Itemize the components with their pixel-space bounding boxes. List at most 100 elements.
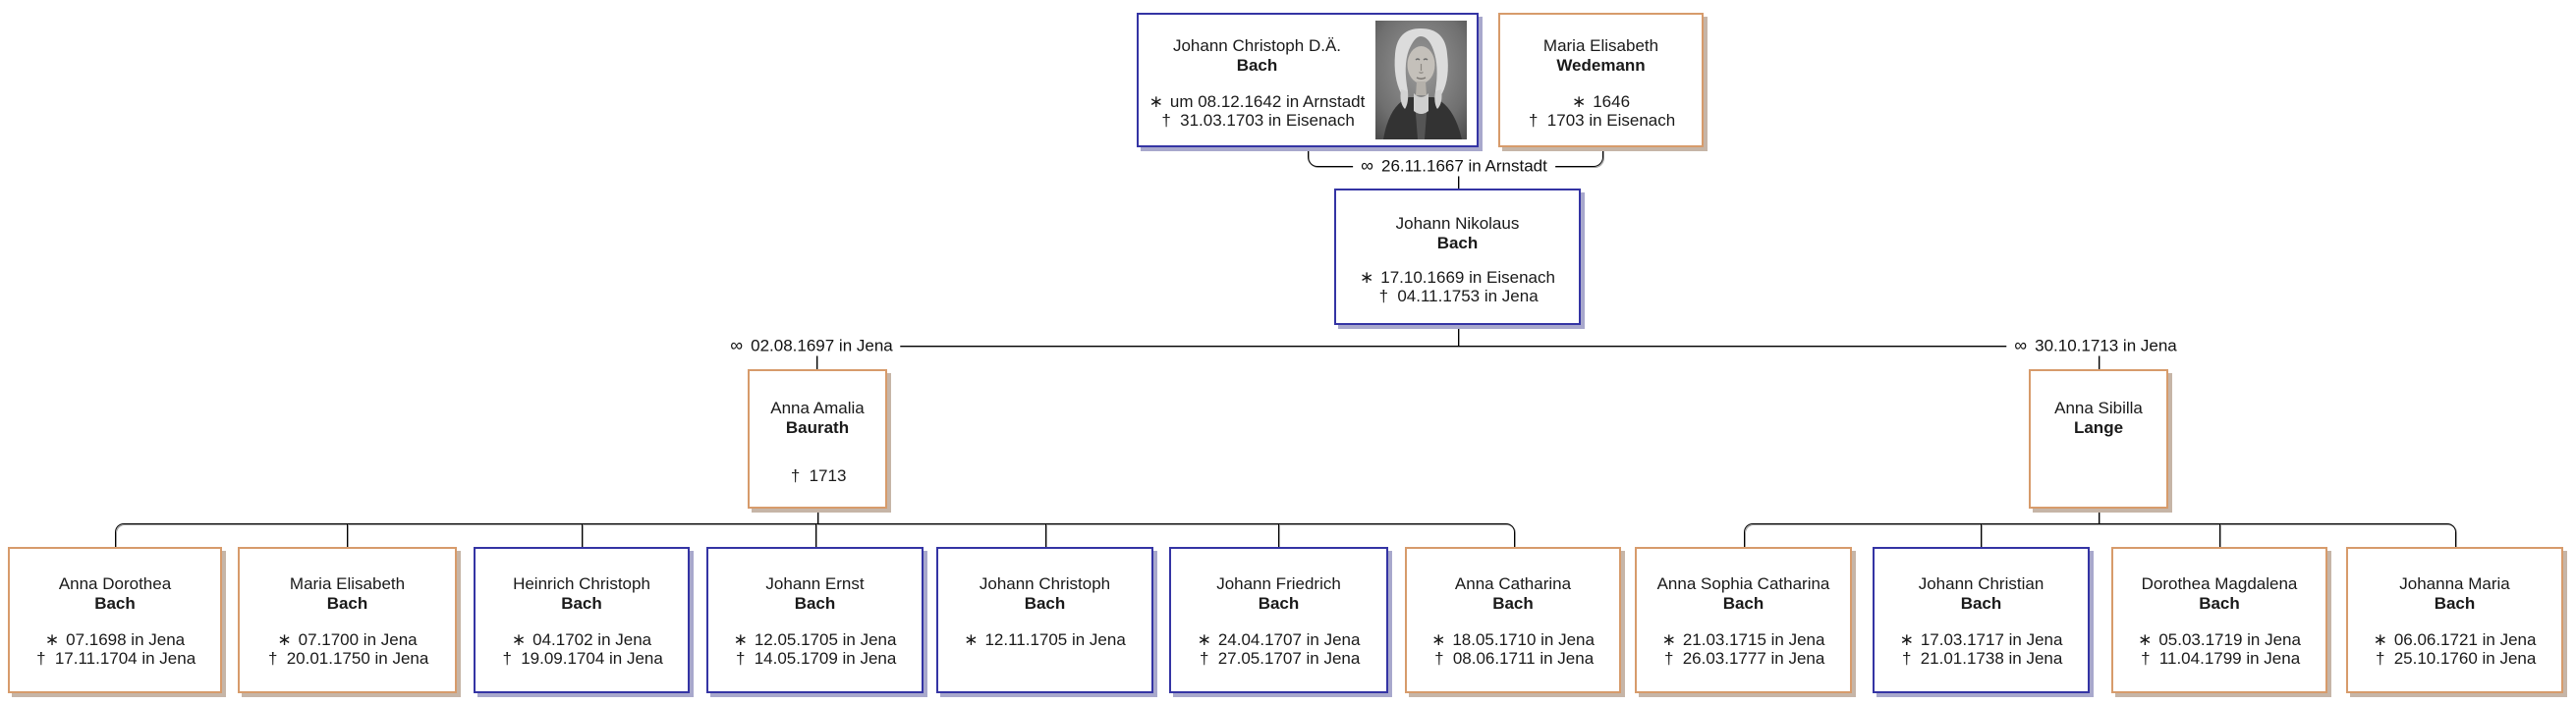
born-icon: ∗ (2138, 630, 2153, 649)
person-name: Anna Catharina Bach (1454, 574, 1572, 613)
person-dates: ∗ 18.05.1710 in Jena † 08.06.1711 in Jena (1431, 630, 1595, 668)
person-name: Maria Elisabeth Wedemann (1542, 36, 1659, 75)
marriage-icon: ∞ (2014, 335, 2028, 355)
died-icon: † (1199, 649, 1209, 668)
person-card-anna-dorothea-bach[interactable]: Anna Dorothea Bach ∗ 07.1698 in Jena † 17.1… (8, 547, 222, 693)
connector-line (1458, 325, 1459, 346)
person-card-maria-elisabeth-wedemann[interactable]: Maria Elisabeth Wedemann ∗ 1646 † 1703 in … (1498, 13, 1704, 147)
died-icon: † (1901, 649, 1912, 668)
person-card-johann-friedrich-bach[interactable]: Johann Friedrich Bach ∗ 24.04.1707 in Jena… (1169, 547, 1388, 693)
born-icon: ∗ (1899, 630, 1914, 649)
person-dates: ∗ 1646 † 1703 in Eisenach (1500, 92, 1702, 130)
marriage-icon: ∞ (1361, 155, 1373, 176)
person-card-maria-elisabeth-bach[interactable]: Maria Elisabeth Bach ∗ 07.1700 in Jena † 20… (238, 547, 457, 693)
person-card-johann-nikolaus-bach[interactable]: Johann Nikolaus Bach ∗ 17.10.1669 in Eise… (1334, 189, 1581, 325)
person-name: Anna Sophia Catharina Bach (1656, 574, 1830, 613)
connector-line (1045, 523, 1046, 547)
person-card-johanna-maria-bach[interactable]: Johanna Maria Bach ∗ 06.06.1721 in Jena † 2… (2346, 547, 2563, 693)
person-name: Heinrich Christoph Bach (513, 574, 650, 613)
connector-line (1981, 523, 1982, 547)
marriage-label-3: ∞ 30.10.1713 in Jena (2006, 335, 2185, 356)
connector-children-rail-1 (115, 523, 1515, 548)
person-card-johann-ernst-bach[interactable]: Johann Ernst Bach ∗ 12.05.1705 in Jena † 14… (706, 547, 924, 693)
connector-line (817, 509, 818, 523)
person-name: Anna Dorothea Bach (58, 574, 172, 613)
died-icon: † (1529, 111, 1539, 130)
connector-line (2219, 523, 2220, 547)
born-icon: ∗ (1148, 92, 1163, 111)
person-name: Johann Christian Bach (1918, 574, 2044, 613)
person-name: Johann Friedrich Bach (1216, 574, 1341, 613)
born-icon: ∗ (1431, 630, 1446, 649)
died-icon: † (267, 649, 278, 668)
person-name: Johann Christoph Bach (979, 574, 1111, 613)
born-icon: ∗ (2373, 630, 2387, 649)
person-card-anna-sibilla-lange[interactable]: Anna Sibilla Lange ∗ † (2029, 369, 2168, 509)
died-icon: † (1434, 649, 1444, 668)
died-icon: † (735, 649, 746, 668)
born-icon: ∗ (1661, 630, 1676, 649)
person-card-heinrich-christoph-bach[interactable]: Heinrich Christoph Bach ∗ 04.1702 in Jena … (474, 547, 690, 693)
connector-line (582, 523, 583, 547)
person-card-johann-christoph-da-bach[interactable]: Johann Christoph D.Ä. Bach ∗ um 08.12.164… (1137, 13, 1479, 147)
marriage-label-1: ∞ 26.11.1667 in Arnstadt (1353, 155, 1555, 177)
born-icon: ∗ (44, 630, 60, 649)
died-icon: † (2375, 649, 2385, 668)
died-icon: † (2141, 649, 2151, 668)
person-card-anna-catharina-bach[interactable]: Anna Catharina Bach ∗ 18.05.1710 in Jena †… (1405, 547, 1621, 693)
person-name: Johann Christoph D.Ä. Bach (1172, 36, 1342, 75)
connector-children-rail-2 (1744, 523, 2456, 548)
connector-marriage-rail (816, 346, 2099, 347)
person-name: Johann Ernst Bach (765, 574, 865, 613)
marriage-icon: ∞ (730, 335, 744, 355)
person-dates: ∗ 17.03.1717 in Jena † 21.01.1738 in Jena (1899, 630, 2063, 668)
died-icon: † (36, 649, 46, 668)
person-dates: ∗12.11.1705 in Jena † (964, 630, 1126, 649)
died-icon: † (790, 466, 801, 485)
born-icon: ∗ (511, 630, 527, 649)
connector-line (2099, 346, 2100, 369)
born-icon: ∗ (964, 630, 979, 649)
born-icon: ∗ (1360, 268, 1374, 287)
died-icon: † (1663, 649, 1674, 668)
person-dates: ∗ 07.1700 in Jena † 20.01.1750 in Jena (240, 630, 455, 668)
person-dates: ∗ 07.1698 in Jena † 17.11.1704 in Jena (10, 630, 220, 668)
born-icon: ∗ (733, 630, 748, 649)
connector-line (347, 523, 348, 547)
person-dates: ∗ 05.03.1719 in Jena † 11.04.1799 in Jena (2138, 630, 2301, 668)
died-icon: † (1161, 111, 1171, 130)
died-icon: † (1378, 287, 1389, 305)
connector-line (1458, 166, 1459, 189)
born-icon: ∗ (277, 630, 292, 649)
person-name: Maria Elisabeth Bach (289, 574, 406, 613)
died-icon: † (502, 649, 512, 668)
person-dates: ∗ 06.06.1721 in Jena † 25.10.1760 in Jena (2373, 630, 2537, 668)
person-name: Johann Nikolaus Bach (1395, 214, 1520, 252)
person-dates: ∗ 17.10.1669 in Eisenach † 04.11.1753 in J… (1360, 268, 1555, 305)
person-card-dorothea-magdalena-bach[interactable]: Dorothea Magdalena Bach ∗ 05.03.1719 in Je… (2111, 547, 2327, 693)
born-icon: ∗ (1197, 630, 1211, 649)
person-dates: ∗ 24.04.1707 in Jena † 27.05.1707 in Jena (1197, 630, 1361, 668)
person-card-johann-christian-bach[interactable]: Johann Christian Bach ∗ 17.03.1717 in Jena… (1873, 547, 2090, 693)
person-dates: ∗ † (2031, 448, 2166, 485)
marriage-label-2: ∞ 02.08.1697 in Jena (722, 335, 901, 356)
person-card-anna-sophia-catharina-bach[interactable]: Anna Sophia Catharina Bach ∗ 21.03.1715 in… (1635, 547, 1852, 693)
person-name: Dorothea Magdalena Bach (2141, 574, 2298, 613)
connector-line (2099, 509, 2100, 523)
person-card-anna-amalia-baurath[interactable]: Anna Amalia Baurath ∗ †1713 (748, 369, 887, 509)
person-card-johann-christoph-bach[interactable]: Johann Christoph Bach ∗ 12.11.1705 in Jena… (936, 547, 1153, 693)
person-name: Anna Amalia Baurath (770, 399, 865, 437)
connector-line (1278, 523, 1279, 547)
born-icon: ∗ (1571, 92, 1587, 111)
person-name: Johanna Maria Bach (2399, 574, 2510, 613)
connector-line (815, 523, 816, 547)
portrait-photo[interactable] (1375, 21, 1467, 139)
person-dates: ∗ 21.03.1715 in Jena † 26.03.1777 in Jena (1661, 630, 1825, 668)
person-name: Anna Sibilla Lange (2054, 399, 2143, 437)
person-dates: ∗ 12.05.1705 in Jena † 14.05.1709 in Jena (733, 630, 897, 668)
person-dates: ∗ um 08.12.1642 in Arnstadt † 31.03.1703 i… (1148, 92, 1366, 130)
connector-line (816, 346, 817, 369)
person-dates: ∗ 04.1702 in Jena † 19.09.1704 in Jena (476, 630, 688, 668)
person-dates: ∗ †1713 (750, 448, 885, 485)
